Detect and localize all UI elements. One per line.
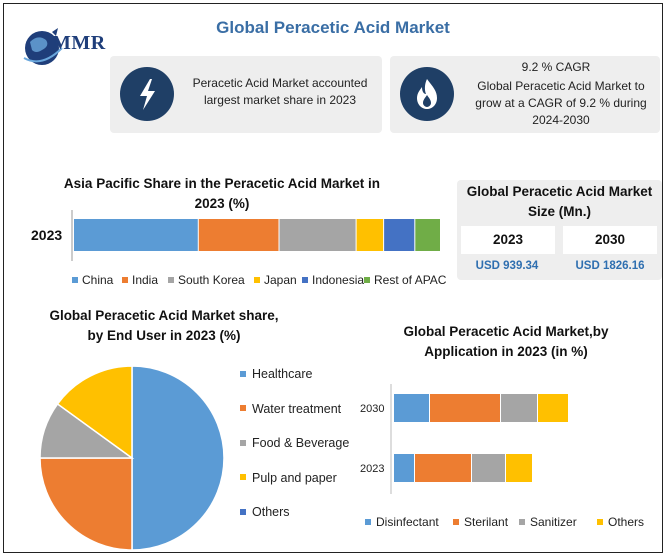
pie-legend-swatch [240, 370, 246, 377]
application-stacked-bar-chart: 2030 2023 Disinfectant Sterilant Sanitizer Ot… [360, 384, 644, 529]
market-size-year-2023: 2023 [461, 226, 555, 254]
application-chart-title: Global Peracetic Acid Market,by Applicat… [403, 324, 609, 359]
apac-category-label: 2023 [31, 227, 62, 243]
apac-legend-swatch-indonesia [302, 277, 308, 283]
page-title: Global Peracetic Acid Market [216, 18, 450, 37]
end-user-chart-title: Global Peracetic Acid Market share, by E… [49, 308, 279, 343]
pie-legend-swatch [240, 439, 246, 446]
app-legend-swatch-sterilant [453, 519, 459, 525]
market-size-box: Global Peracetic Acid Market Size (Mn.) … [457, 180, 662, 280]
share-card: Peracetic Acid Market accounted largest … [110, 56, 382, 133]
pie-legend-swatch [240, 474, 246, 481]
app-bar-disinfectant-2023 [394, 454, 414, 482]
pie-legend-water-treatment: Water treatment [240, 402, 341, 416]
market-size-value-2023: USD 939.34 [475, 260, 539, 272]
apac-legend-china: China [82, 273, 114, 287]
pie-legend-swatch [240, 508, 246, 515]
apac-legend-swatch-south-korea [168, 277, 174, 283]
pie-legend-label: Water treatment [252, 401, 342, 416]
apac-bar-south-korea [279, 219, 356, 251]
mmr-logo [23, 28, 63, 65]
app-legend-disinfectant: Disinfectant [376, 515, 439, 529]
infographic-frame: Global Peracetic Acid Market MMR Peracet… [3, 3, 663, 553]
market-size-value-2030: USD 1826.16 [575, 260, 645, 272]
app-bar-sterilant-2023 [415, 454, 471, 482]
apac-stacked-bar-chart: 2023 China India South Korea Japan Indonesia R… [31, 210, 447, 287]
cagr-card: 9.2 % CAGR Global Peracetic Acid Market … [390, 56, 660, 133]
apac-bar-india [198, 219, 279, 251]
apac-legend-south-korea: South Korea [178, 273, 245, 287]
apac-legend-swatch-china [72, 277, 78, 283]
market-size-year-2030: 2030 [563, 226, 657, 254]
apac-legend-indonesia: Indonesia [312, 273, 364, 287]
pie-legend-food-beverage: Food & Beverage [240, 436, 349, 450]
pie-legend-label: Food & Beverage [252, 436, 350, 450]
apac-bar-japan [356, 219, 384, 251]
apac-legend-india: India [132, 273, 158, 287]
app-bar-sterilant-2030 [430, 394, 500, 422]
flame-icon-badge [400, 67, 454, 121]
app-bar-others-2030 [538, 394, 568, 422]
app-bar-disinfectant-2030 [394, 394, 429, 422]
share-card-text: Peracetic Acid Market accounted largest … [192, 76, 368, 107]
apac-legend-japan: Japan [264, 273, 297, 287]
app-category-2030: 2030 [360, 403, 384, 415]
pie-legend-label: Pulp and paper [252, 470, 337, 485]
apac-chart-title: Asia Pacific Share in the Peracetic Acid… [63, 176, 381, 211]
logo-text: MMR [52, 32, 106, 54]
market-size-title: Global Peracetic Acid Market Size (Mn.) [466, 184, 653, 219]
apac-bar-indonesia [384, 219, 415, 251]
app-legend-swatch-others [597, 519, 603, 525]
app-legend-sanitizer: Sanitizer [530, 515, 577, 529]
apac-bar-china [74, 219, 198, 251]
app-legend-swatch-sanitizer [519, 519, 525, 525]
pie-legend-healthcare: Healthcare [240, 367, 312, 381]
app-bar-others-2023 [506, 454, 532, 482]
apac-legend-rest-of-apac: Rest of APAC [374, 273, 447, 287]
pie-legend-label: Others [252, 505, 290, 519]
app-legend-sterilant: Sterilant [464, 515, 509, 529]
apac-bar-rest-of-apac [415, 219, 440, 251]
apac-legend-swatch-india [122, 277, 128, 283]
app-bar-sanitizer-2030 [501, 394, 537, 422]
lightning-icon [140, 79, 155, 110]
cagr-text: Global Peracetic Acid Market to grow at … [475, 79, 647, 127]
flame-icon [417, 79, 437, 109]
apac-legend-swatch-japan [254, 277, 260, 283]
pie-legend-others: Others [240, 505, 290, 519]
app-legend-others: Others [608, 515, 644, 529]
pie-slice-healthcare [131, 365, 225, 551]
cagr-heading: 9.2 % CAGR [521, 60, 591, 74]
end-user-pie-chart [39, 365, 225, 551]
pie-slice-pulp-and-paper [56, 365, 133, 460]
pie-slice-water-treatment [39, 457, 133, 551]
app-legend-swatch-disinfectant [365, 519, 371, 525]
pie-legend-label: Healthcare [252, 367, 313, 381]
lightning-icon-badge [120, 67, 174, 121]
app-bar-sanitizer-2023 [472, 454, 505, 482]
pie-legend-swatch [240, 405, 246, 412]
app-category-2023: 2023 [360, 463, 384, 475]
pie-legend-pulp-and-paper: Pulp and paper [240, 471, 337, 485]
apac-legend-swatch-rest-of-apac [364, 277, 370, 283]
